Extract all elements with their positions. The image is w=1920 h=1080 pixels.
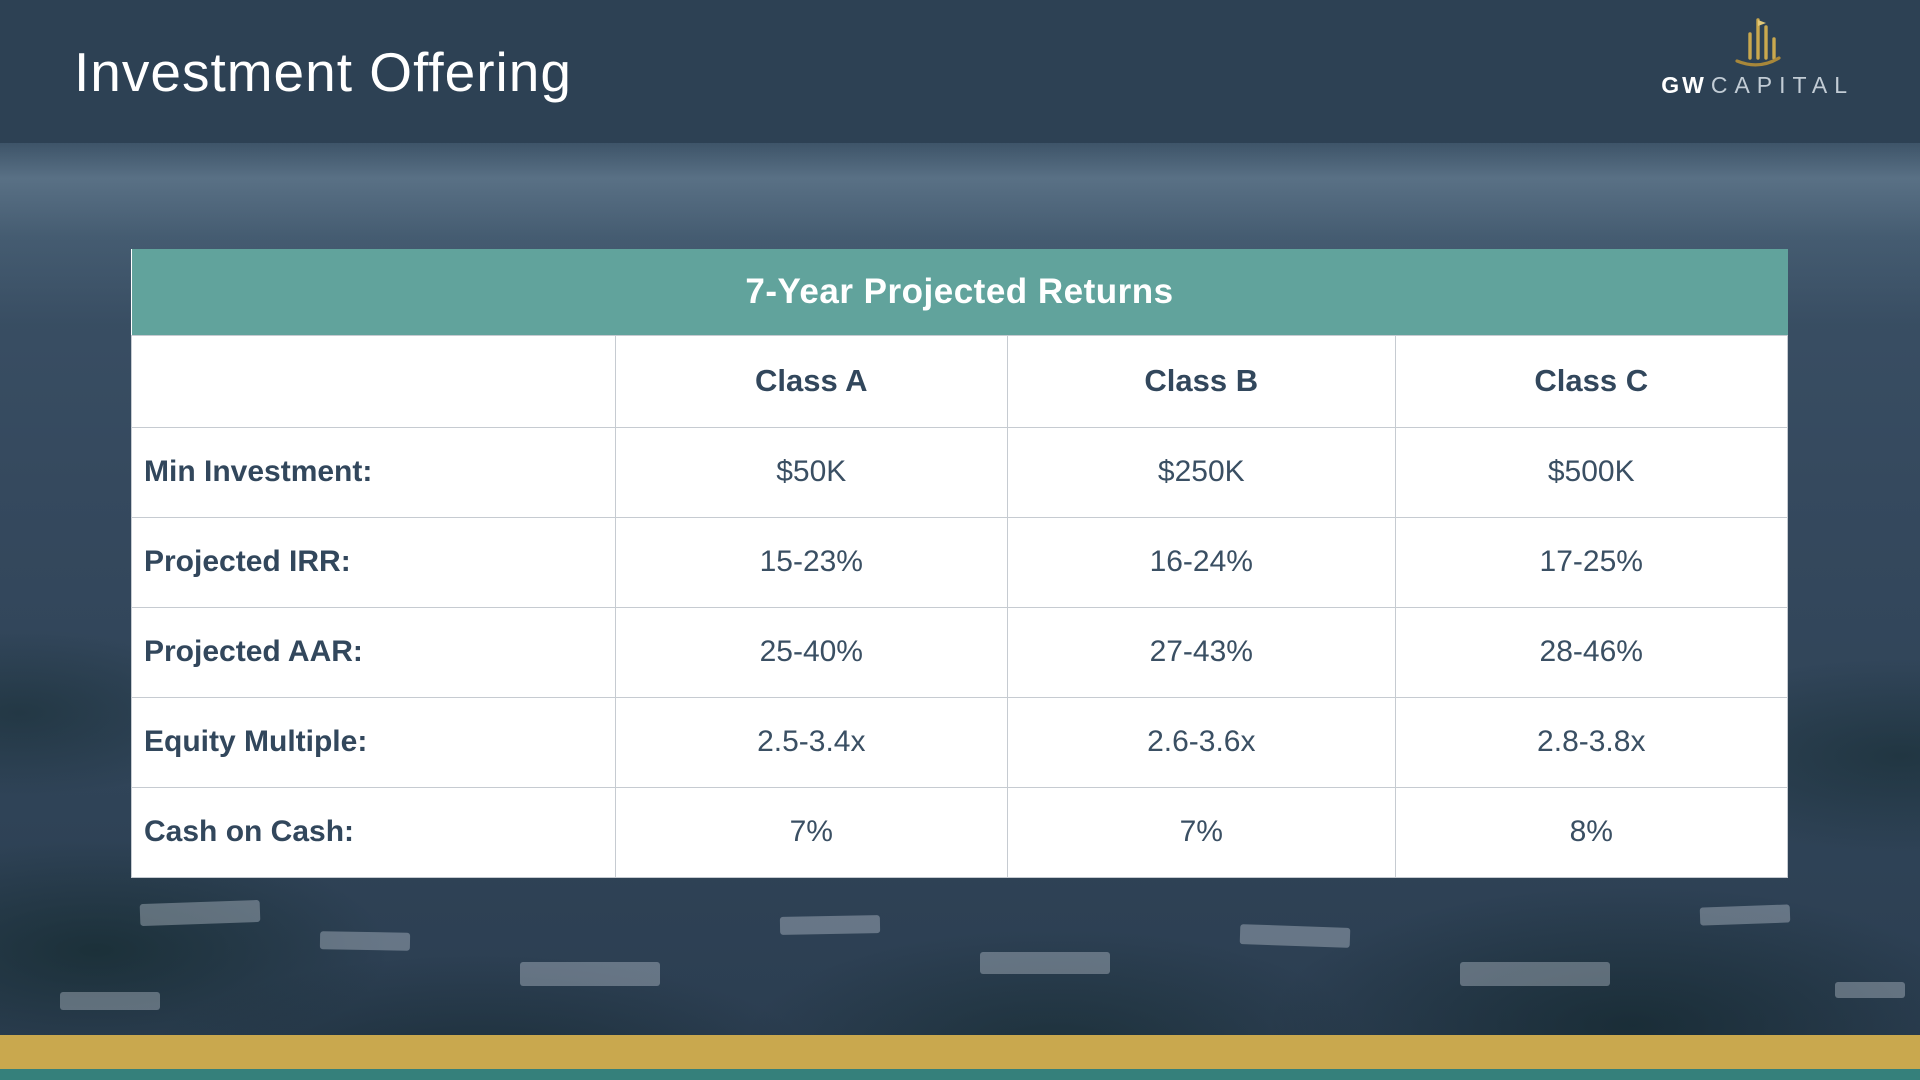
photo-building-shape bbox=[60, 992, 160, 1010]
cell-value: 2.8-3.8x bbox=[1394, 696, 1789, 788]
cell-value: 25-40% bbox=[614, 606, 1009, 698]
cell-value: $500K bbox=[1394, 426, 1789, 518]
col-header-class-c: Class C bbox=[1394, 334, 1789, 428]
photo-building-shape bbox=[1835, 982, 1905, 998]
table-row: Min Investment: $50K $250K $500K bbox=[131, 426, 1789, 518]
cell-value: 2.6-3.6x bbox=[1007, 696, 1396, 788]
brand-rest: CAPITAL bbox=[1710, 72, 1854, 98]
photo-building-shape bbox=[139, 899, 261, 927]
cell-value: $250K bbox=[1007, 426, 1396, 518]
cell-value: 2.5-3.4x bbox=[614, 696, 1009, 788]
row-label: Projected IRR: bbox=[131, 516, 616, 608]
cell-value: 7% bbox=[1007, 786, 1396, 878]
cell-value: 16-24% bbox=[1007, 516, 1396, 608]
cell-value: 27-43% bbox=[1007, 606, 1396, 698]
cell-value: 15-23% bbox=[614, 516, 1009, 608]
brand-logo: GW CAPITAL bbox=[1661, 12, 1854, 99]
photo-building-shape bbox=[1239, 924, 1351, 948]
photo-building-shape bbox=[1699, 904, 1791, 926]
page-title: Investment Offering bbox=[74, 41, 572, 103]
table-row: Projected AAR: 25-40% 27-43% 28-46% bbox=[131, 606, 1789, 698]
row-label: Min Investment: bbox=[131, 426, 616, 518]
row-label: Projected AAR: bbox=[131, 606, 616, 698]
footer-gold-bar bbox=[0, 1035, 1920, 1069]
table-title: 7-Year Projected Returns bbox=[131, 249, 1788, 335]
table-title-row: 7-Year Projected Returns bbox=[131, 249, 1788, 335]
photo-building-shape bbox=[319, 931, 411, 951]
col-header-class-b: Class B bbox=[1007, 334, 1396, 428]
table-row: Projected IRR: 15-23% 16-24% 17-25% bbox=[131, 516, 1789, 608]
col-header-class-a: Class A bbox=[614, 334, 1009, 428]
brand-wordmark: GW CAPITAL bbox=[1661, 72, 1854, 99]
footer-teal-bar bbox=[0, 1069, 1920, 1080]
corner-cell bbox=[131, 334, 616, 428]
table-row: Cash on Cash: 7% 7% 8% bbox=[131, 786, 1789, 878]
returns-table: 7-Year Projected Returns Class A Class B… bbox=[131, 249, 1789, 878]
row-label: Cash on Cash: bbox=[131, 786, 616, 878]
cell-value: 17-25% bbox=[1394, 516, 1789, 608]
photo-building-shape bbox=[779, 915, 881, 935]
column-header-row: Class A Class B Class C bbox=[131, 334, 1789, 428]
header-bar: Investment Offering GW CAPITAL bbox=[0, 0, 1920, 143]
cell-value: 7% bbox=[614, 786, 1009, 878]
returns-table-container: 7-Year Projected Returns Class A Class B… bbox=[131, 249, 1789, 878]
photo-building-shape bbox=[980, 952, 1110, 974]
brand-bold: GW bbox=[1661, 72, 1707, 98]
row-label: Equity Multiple: bbox=[131, 696, 616, 788]
photo-building-shape bbox=[520, 962, 660, 986]
photo-building-shape bbox=[1460, 962, 1610, 986]
cell-value: 28-46% bbox=[1394, 606, 1789, 698]
cell-value: $50K bbox=[614, 426, 1009, 518]
gw-buildings-icon bbox=[1735, 18, 1781, 67]
table-row: Equity Multiple: 2.5-3.4x 2.6-3.6x 2.8-3… bbox=[131, 696, 1789, 788]
cell-value: 8% bbox=[1394, 786, 1789, 878]
